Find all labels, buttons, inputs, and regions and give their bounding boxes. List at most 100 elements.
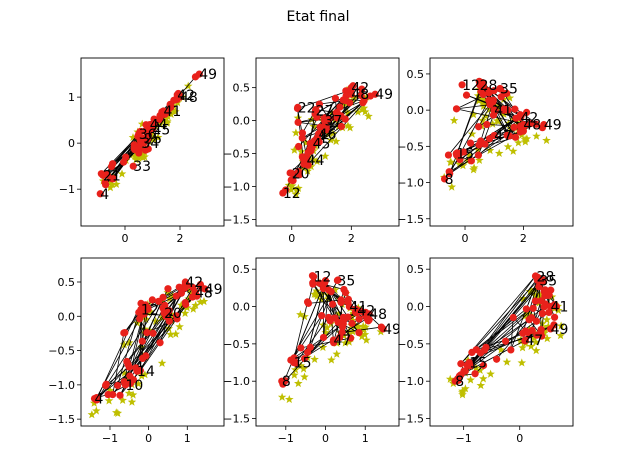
axes-frame (80, 257, 225, 427)
point-marker (519, 127, 527, 135)
point-marker (477, 87, 485, 95)
point-marker (516, 113, 525, 121)
point-marker (466, 139, 475, 147)
point-marker (150, 115, 158, 123)
point-marker (137, 305, 145, 314)
point-label: 41 (551, 300, 569, 316)
point-marker (320, 116, 329, 125)
point-marker (337, 112, 345, 120)
star-marker (134, 379, 143, 388)
star-marker (343, 121, 353, 130)
point-marker (522, 108, 531, 117)
axis-ticks: −1 0 −1.5 −1.0 −0.5 0.0 0.5 (397, 263, 523, 445)
star-marker (496, 345, 506, 354)
point-label: 42 (185, 275, 203, 291)
point-marker (474, 151, 483, 159)
y-tick-label: −0.5 (223, 148, 250, 161)
point-marker (303, 156, 311, 164)
point-marker (471, 370, 479, 378)
star-marker (118, 395, 127, 404)
star-marker (312, 157, 322, 166)
point-marker (452, 149, 460, 158)
star-marker (189, 304, 198, 313)
point-marker (479, 361, 488, 370)
star-marker (117, 169, 127, 178)
point-marker (489, 98, 497, 106)
star-marker (542, 135, 551, 145)
star-marker (137, 342, 146, 351)
point-marker (109, 175, 117, 183)
point-marker (160, 309, 168, 317)
y-tick-label: 0.0 (233, 301, 251, 314)
point-marker (329, 336, 338, 344)
point-marker (96, 190, 104, 198)
star-marker (514, 138, 523, 147)
point-marker (143, 329, 151, 337)
point-series (279, 82, 379, 197)
point-marker (288, 169, 296, 177)
star-marker (471, 363, 481, 372)
point-marker (545, 291, 553, 299)
star-marker (465, 150, 474, 159)
point-marker (340, 316, 348, 324)
edge-line (126, 287, 186, 362)
star-marker (330, 285, 340, 294)
star-marker (473, 145, 482, 154)
star-marker (534, 292, 543, 301)
star-marker (162, 118, 172, 127)
point-marker (138, 354, 147, 362)
point-marker (452, 105, 461, 113)
point-marker (504, 106, 512, 114)
axis-ticks: 0 2 −1.5 −1.0 −0.5 0.0 0.5 (397, 68, 527, 245)
axis-ticks: −1 0 1 −1.5 −1.0 −0.5 0.0 0.5 (48, 276, 191, 445)
point-marker (182, 300, 190, 309)
point-label: 28 (537, 270, 555, 286)
point-marker (101, 178, 109, 187)
point-marker (545, 308, 553, 317)
point-marker (300, 354, 309, 363)
point-marker (329, 300, 337, 308)
point-label: 41 (164, 104, 182, 120)
y-tick-label: −1.5 (397, 213, 424, 226)
star-marker (107, 180, 117, 189)
y-tick-label: −1.5 (397, 413, 424, 426)
point-marker (148, 125, 157, 133)
edge-line (284, 322, 339, 382)
point-marker (172, 312, 180, 320)
point-marker (159, 107, 168, 115)
point-label: 41 (349, 300, 367, 316)
star-marker (445, 374, 455, 383)
y-tick-label: −1.0 (397, 177, 424, 190)
point-marker (364, 317, 372, 325)
star-marker (112, 179, 121, 188)
y-tick-label: 0 (68, 137, 75, 150)
point-marker (355, 315, 363, 323)
star-marker (360, 107, 370, 116)
point-label: 8 (282, 374, 291, 390)
point-marker (104, 390, 112, 399)
axes-frame (429, 257, 574, 427)
point-marker (341, 96, 350, 105)
y-tick-label: 0.5 (58, 276, 76, 289)
point-label: 35 (337, 273, 355, 289)
point-label: 8 (445, 172, 454, 188)
point-label: 47 (525, 333, 543, 349)
point-marker (309, 280, 317, 288)
point-marker (440, 175, 449, 183)
point-marker (131, 146, 139, 154)
point-marker (297, 344, 305, 352)
point-label: 48 (195, 285, 213, 301)
point-series (451, 272, 561, 385)
axes-frame (429, 57, 574, 227)
star-marker (87, 410, 97, 419)
point-marker (460, 148, 468, 156)
point-marker (319, 333, 328, 342)
x-tick-label: 0 (322, 432, 329, 445)
star-marker (301, 138, 311, 147)
star-marker (120, 368, 129, 377)
point-marker (462, 91, 471, 99)
